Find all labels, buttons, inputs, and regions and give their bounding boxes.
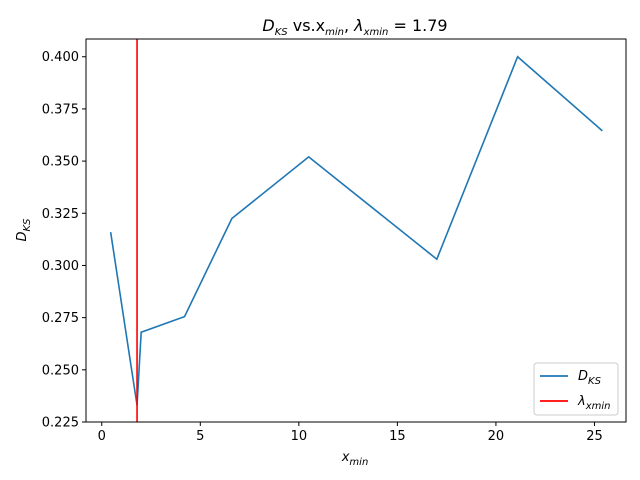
plot-area [86, 39, 626, 422]
x-axis-label: xmin [341, 450, 369, 468]
series-layer [109, 39, 603, 422]
y-tick-label: 0.300 [42, 259, 79, 274]
x-tick-label: 15 [389, 429, 406, 444]
y-tick-label: 0.225 [42, 416, 79, 431]
y-axis-label: DKS [15, 218, 33, 242]
y-tick-label: 0.400 [42, 50, 79, 65]
series-line-dks [109, 55, 603, 406]
x-tick-label: 25 [586, 429, 603, 444]
x-tick-label: 10 [291, 429, 308, 444]
axes-frame [85, 38, 627, 423]
chart-title: DKS vs.xmin, λxmin = 1.79 [262, 16, 447, 38]
legend-label-lambda: λxmin [577, 394, 610, 412]
x-tick-label: 5 [196, 429, 204, 444]
y-tick-label: 0.325 [42, 207, 79, 222]
x-tick-label: 20 [488, 429, 505, 444]
y-tick-label: 0.375 [42, 102, 79, 117]
x-tick-label: 0 [98, 429, 106, 444]
ticks-layer: 0 5 10 15 20 25 0.225 0.250 0.275 0.300 0.325 0.350… [42, 50, 603, 444]
y-tick-label: 0.275 [42, 311, 79, 326]
y-tick-label: 0.350 [42, 155, 79, 170]
y-tick-label: 0.250 [42, 363, 79, 378]
legend-label-dks: DKS [578, 369, 602, 387]
legend: DKS λxmin [533, 362, 619, 416]
